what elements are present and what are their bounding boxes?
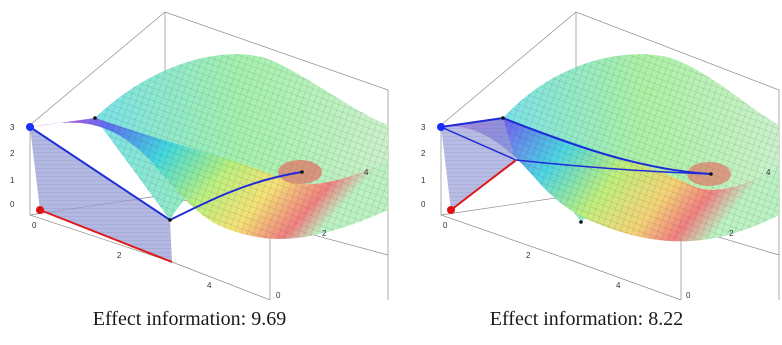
surface-plot-right: 0 1 2 3 0 2 4 0 2 4 [421, 11, 780, 300]
tick-label: 0 [443, 221, 448, 230]
x-axis-ticks: 0 2 4 [443, 221, 621, 290]
z-axis-ticks: 0 1 2 3 [10, 123, 15, 209]
tick-label: 4 [207, 281, 212, 290]
x-axis-ticks: 0 2 4 [32, 221, 212, 290]
tick-label: 0 [32, 221, 37, 230]
trajectory-line [440, 126, 712, 175]
base-line [39, 209, 173, 263]
waypoint [709, 172, 713, 176]
tick-label: 4 [766, 168, 771, 177]
start-point [26, 123, 34, 131]
effect-information-caption: Effect information: 9.69 [92, 308, 287, 330]
tick-label: 2 [421, 149, 426, 158]
waypoint [501, 116, 505, 120]
tick-label: 2 [526, 251, 531, 260]
tick-label: 4 [616, 281, 621, 290]
waypoint [93, 116, 97, 120]
trajectory-line [440, 116, 712, 175]
tick-label: 2 [10, 149, 15, 158]
trajectory-line [29, 126, 303, 222]
z-axis-ticks: 0 1 2 3 [421, 123, 426, 209]
tick-label: 4 [364, 168, 369, 177]
panel-right: 0 1 2 3 0 2 4 0 2 4 Effect information: … [391, 0, 782, 345]
tick-label: 1 [10, 176, 15, 185]
tick-label: 3 [421, 123, 426, 132]
y-axis-ticks: 0 2 4 [686, 168, 771, 300]
tick-label: 2 [117, 251, 122, 260]
base-line [450, 159, 517, 211]
tick-label: 3 [10, 123, 15, 132]
tick-label: 0 [276, 291, 281, 300]
waypoint [168, 218, 172, 222]
waypoint [579, 220, 583, 224]
y-axis-ticks: 0 2 4 [276, 168, 369, 300]
tick-label: 2 [729, 229, 734, 238]
effect-information-caption: Effect information: 8.22 [489, 308, 684, 330]
tick-label: 0 [10, 200, 15, 209]
tick-label: 1 [421, 176, 426, 185]
surface-plot-left: 0 1 2 3 0 2 4 0 2 4 [10, 11, 389, 300]
tick-label: 0 [421, 200, 426, 209]
end-point [447, 206, 455, 214]
tick-label: 2 [322, 229, 327, 238]
start-point [437, 123, 445, 131]
tick-label: 0 [686, 291, 691, 300]
end-point [36, 206, 44, 214]
panel-left: 0 1 2 3 0 2 4 0 2 4 Effect information: … [10, 11, 389, 330]
waypoint [300, 170, 304, 174]
